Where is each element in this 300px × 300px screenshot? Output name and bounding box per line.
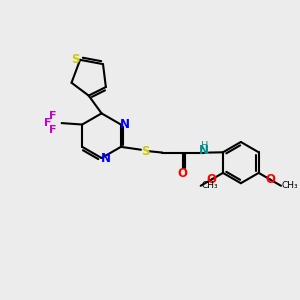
Text: N: N — [100, 152, 111, 164]
Text: F: F — [49, 111, 56, 121]
Text: O: O — [177, 167, 188, 180]
Text: S: S — [141, 145, 149, 158]
Text: O: O — [206, 173, 216, 186]
Text: CH₃: CH₃ — [201, 181, 218, 190]
Text: CH₃: CH₃ — [282, 181, 298, 190]
Text: S: S — [71, 53, 79, 66]
Text: H: H — [200, 141, 208, 151]
Text: F: F — [49, 125, 56, 135]
Text: F: F — [44, 118, 51, 128]
Text: O: O — [266, 173, 275, 186]
Text: N: N — [120, 118, 130, 131]
Text: N: N — [199, 144, 209, 157]
